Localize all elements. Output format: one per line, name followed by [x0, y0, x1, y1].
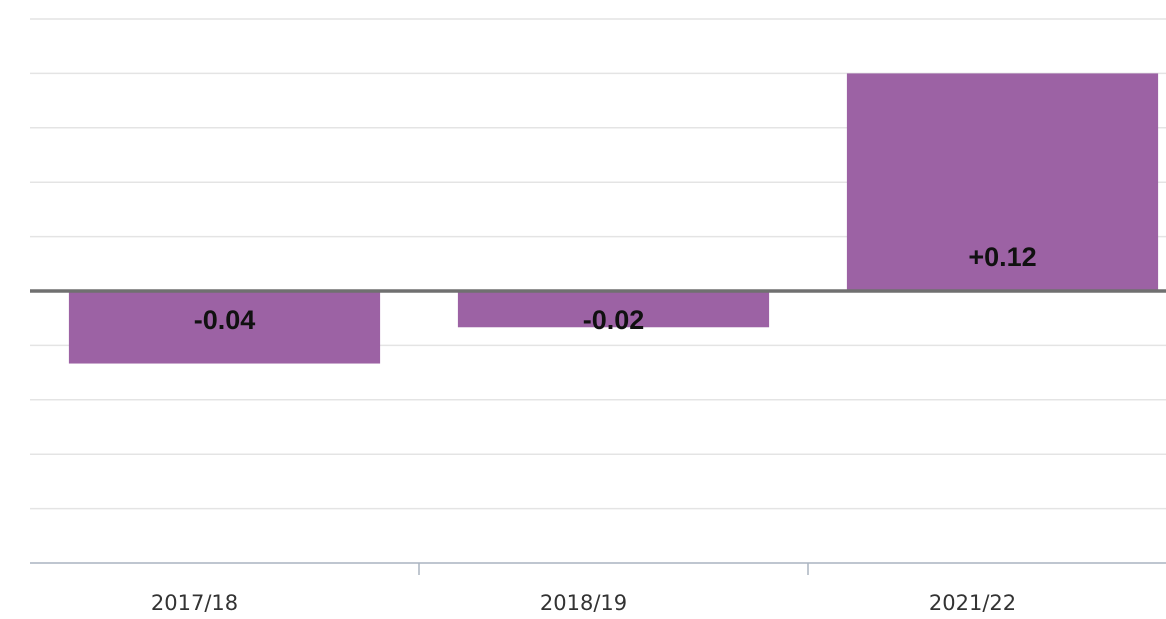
data-label: -0.04	[194, 305, 256, 335]
x-tick-label: 2021/22	[929, 591, 1016, 615]
data-label: -0.02	[583, 305, 645, 335]
x-tick-label: 2018/19	[540, 591, 627, 615]
data-label: +0.12	[968, 242, 1036, 272]
bar	[457, 291, 770, 328]
bar	[846, 73, 1159, 292]
x-tick-label: 2017/18	[151, 591, 238, 615]
bar	[68, 291, 381, 364]
